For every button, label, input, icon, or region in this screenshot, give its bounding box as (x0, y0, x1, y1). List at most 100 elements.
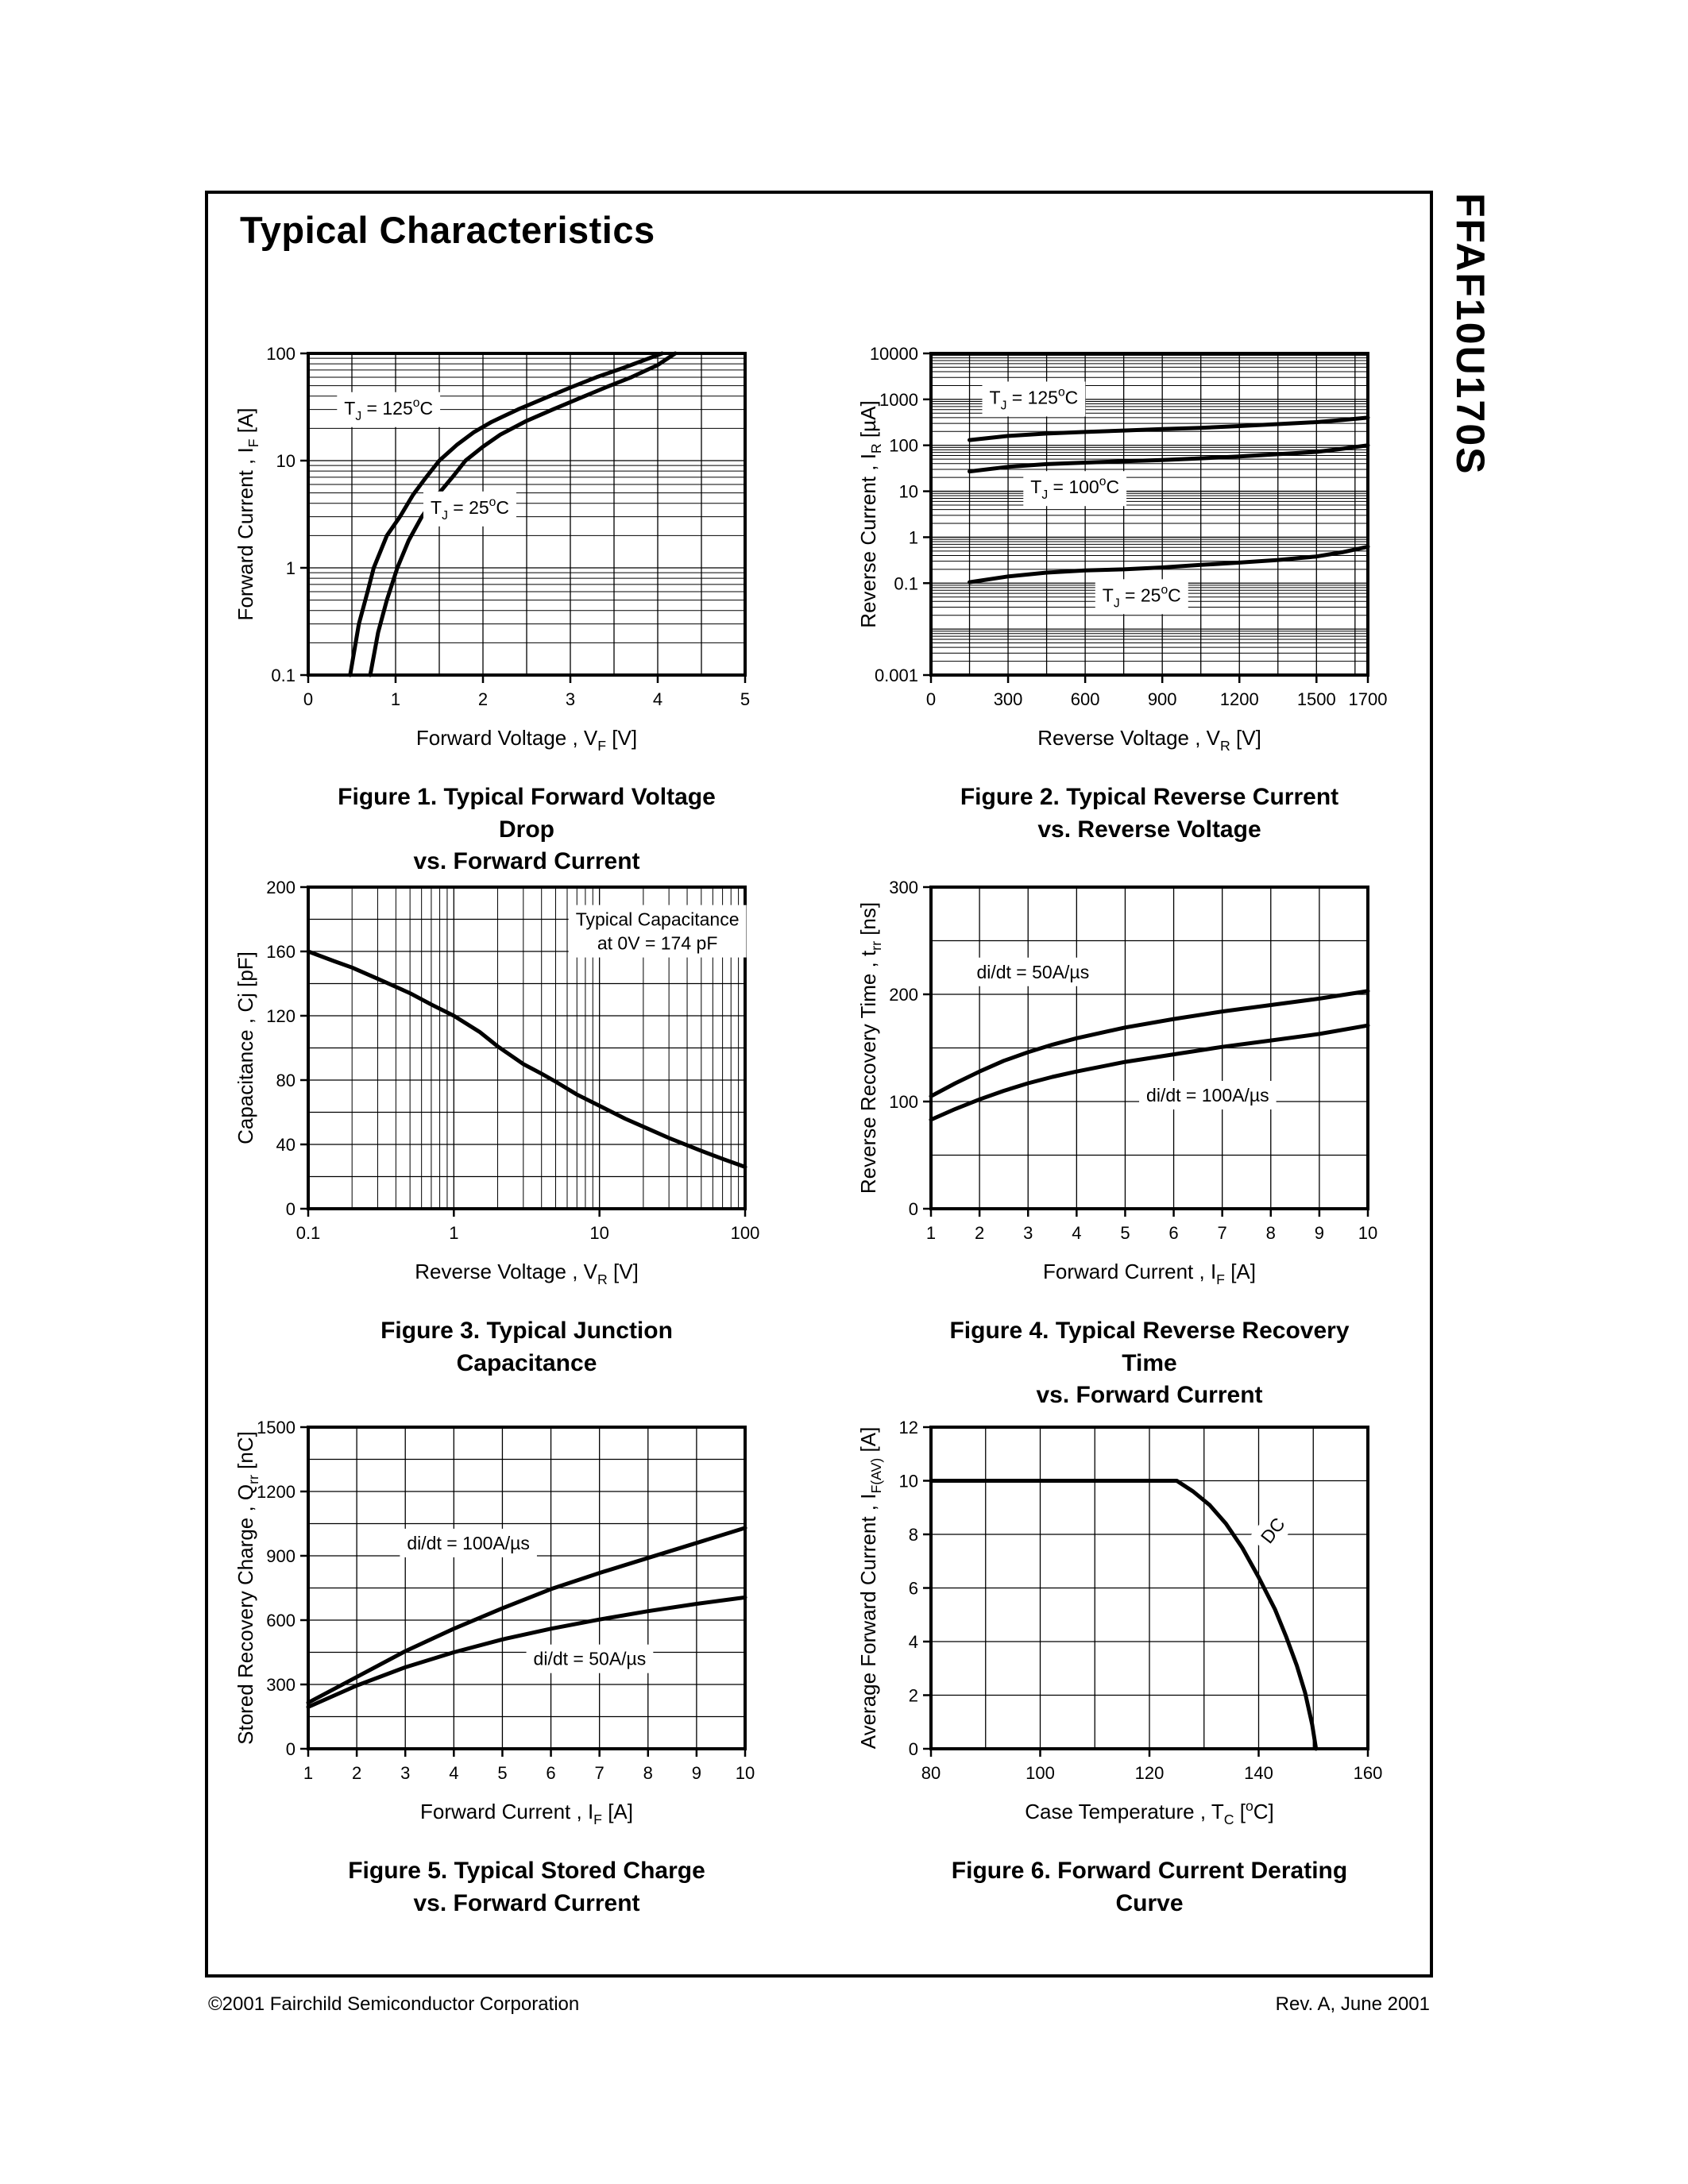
plot-border (929, 886, 1369, 1210)
y-tick-label: 900 (266, 1546, 295, 1566)
y-tick-label: 200 (266, 878, 295, 897)
fig1-series-1 (348, 351, 664, 677)
x-tick-label: 10 (1358, 1223, 1377, 1243)
x-tick-label: 900 (1148, 689, 1177, 709)
x-tick-label: 5 (497, 1763, 507, 1783)
x-tick-label: 3 (400, 1763, 410, 1783)
x-tick-label: 6 (546, 1763, 555, 1783)
figure-6-caption: Figure 6. Forward Current Derating Curve (951, 1858, 1348, 1916)
y-tick-label: 0.001 (875, 666, 918, 685)
label-mask (969, 957, 1097, 986)
x-tick-label: 3 (566, 689, 575, 709)
x-tick-label: 1 (449, 1223, 458, 1243)
y-tick-label: 1500 (257, 1418, 295, 1437)
x-tick-label: 9 (692, 1763, 701, 1783)
plot-border (929, 1426, 1369, 1750)
curve-label: di/dt = 50A/µs (534, 1649, 647, 1669)
curve-label: TJ = 100oC (1030, 475, 1119, 502)
label-mask (526, 1644, 654, 1673)
x-tick-label: 4 (1072, 1223, 1081, 1243)
x-tick-label: 140 (1244, 1763, 1273, 1783)
x-tick-label: 160 (1354, 1763, 1383, 1783)
fig5-chart: 1 2 3 4 5 6 7 8 9 10 0 300 600 900 1200 1500 di/dt = 100… (234, 1418, 755, 1827)
x-tick-label: 300 (994, 689, 1023, 709)
fig5-series-2 (306, 1595, 747, 1709)
x-tick-label: 100 (1026, 1763, 1055, 1783)
y-tick-label: 10 (899, 482, 918, 502)
y-tick-label: 0 (909, 1739, 918, 1759)
label-mask (400, 1528, 537, 1557)
label-mask (1139, 1081, 1277, 1109)
y-tick-label: 12 (899, 1418, 918, 1437)
x-tick-label: 1200 (1220, 689, 1259, 709)
y-tick-label: 1200 (257, 1482, 295, 1502)
fig3-y-axis-title: Capacitance , Cj [pF] (234, 951, 257, 1144)
curve-label: TJ = 125oC (990, 385, 1079, 412)
x-tick-label: 6 (1168, 1223, 1178, 1243)
x-tick-label: 2 (975, 1223, 984, 1243)
y-tick-label: 0 (286, 1199, 295, 1219)
y-tick-label: 0 (286, 1739, 295, 1759)
fig6-series-1 (929, 1479, 1319, 1751)
fig1-series-2 (368, 351, 678, 677)
y-tick-label: 1000 (879, 390, 918, 410)
curve-label: di/dt = 50A/µs (976, 962, 1089, 982)
y-tick-label: 10 (899, 1472, 918, 1491)
plot-border (307, 352, 747, 677)
fig2-x-axis-title: Reverse Voltage , VR [V] (1037, 726, 1261, 754)
y-tick-label: 120 (266, 1006, 295, 1026)
y-tick-label: 300 (889, 878, 918, 897)
plot-border (307, 1426, 747, 1750)
figure-3-caption: Figure 3. Typical Junction Capacitance (380, 1318, 673, 1376)
fig2-series-3 (968, 544, 1370, 585)
fig2-series-1 (968, 415, 1370, 442)
figure-3: 0.1 1 10 100 0 40 80 120 160 200 Typical Capacitan… (229, 851, 777, 1379)
grid (930, 1426, 1369, 1750)
fig6-y-axis-title: Average Forward Current , IF(AV) [A] (856, 1427, 884, 1750)
y-tick-label: 100 (889, 436, 918, 456)
fig3-chart: 0.1 1 10 100 0 40 80 120 160 200 Typical Capacitan… (234, 878, 759, 1287)
footer-revision: Rev. A, June 2001 (1275, 1993, 1430, 2015)
fig3-x-axis-title: Reverse Voltage , VR [V] (415, 1260, 639, 1287)
figure-4: 1 2 3 4 5 6 7 8 9 10 0 100 200 300 di/dt = 50A/µs di/dt… (852, 851, 1400, 1412)
x-tick-label: 10 (589, 1223, 608, 1243)
fig5-y-axis-title: Stored Recovery Charge , Qrr [nC] (234, 1431, 261, 1745)
figure-5: 1 2 3 4 5 6 7 8 9 10 0 300 600 900 1200 1500 di/dt = 100… (229, 1391, 777, 1920)
curve-label: di/dt = 100A/µs (1146, 1085, 1269, 1106)
y-tick-label: 160 (266, 942, 295, 962)
y-tick-label: 1 (286, 558, 295, 578)
fig3-series-1 (306, 949, 747, 1169)
label-mask (1095, 579, 1188, 615)
y-tick-label: 100 (266, 344, 295, 364)
fig2-y-axis-title: Reverse Current , IR [µA] (856, 400, 884, 627)
plot-border (929, 352, 1369, 677)
curve-label: Typical Capacitance at 0V = 174 pF (576, 909, 740, 954)
x-tick-label: 120 (1135, 1763, 1165, 1783)
y-tick-label: 0.1 (894, 573, 918, 593)
x-tick-label: 10 (736, 1763, 755, 1783)
page-frame (205, 191, 1433, 1978)
part-number-label: FFAF10U170S (1448, 193, 1493, 476)
page-title: Typical Characteristics (240, 209, 655, 251)
curve-label: TJ = 25oC (431, 496, 509, 523)
label-mask (337, 392, 441, 427)
fig2-series-2 (968, 443, 1370, 474)
x-tick-label: 3 (1023, 1223, 1033, 1243)
fig6-x-axis-title: Case Temperature , TC [oC] (1025, 1798, 1274, 1827)
fig1-chart: 0 1 2 3 4 5 100 10 1 0.1 TJ = 125oC TJ = 25oC Forwar… (234, 344, 750, 754)
x-tick-label: 4 (653, 689, 662, 709)
figure-1: 0 1 2 3 4 5 100 10 1 0.1 TJ = 125oC TJ = 25oC Forwar… (229, 318, 777, 878)
y-tick-label: 1 (909, 527, 918, 547)
y-tick-label: 600 (266, 1611, 295, 1630)
x-tick-label: 8 (1266, 1223, 1276, 1243)
figure-2-caption: Figure 2. Typical Reverse Current vs. Rev… (960, 784, 1339, 843)
y-tick-label: 80 (276, 1071, 295, 1090)
x-tick-label: 1 (391, 689, 400, 709)
figure-4-caption: Figure 4. Typical Reverse Recovery Time v… (949, 1318, 1350, 1408)
y-tick-label: 0 (909, 1199, 918, 1219)
label-mask (1249, 1505, 1297, 1556)
x-tick-label: 5 (1120, 1223, 1130, 1243)
